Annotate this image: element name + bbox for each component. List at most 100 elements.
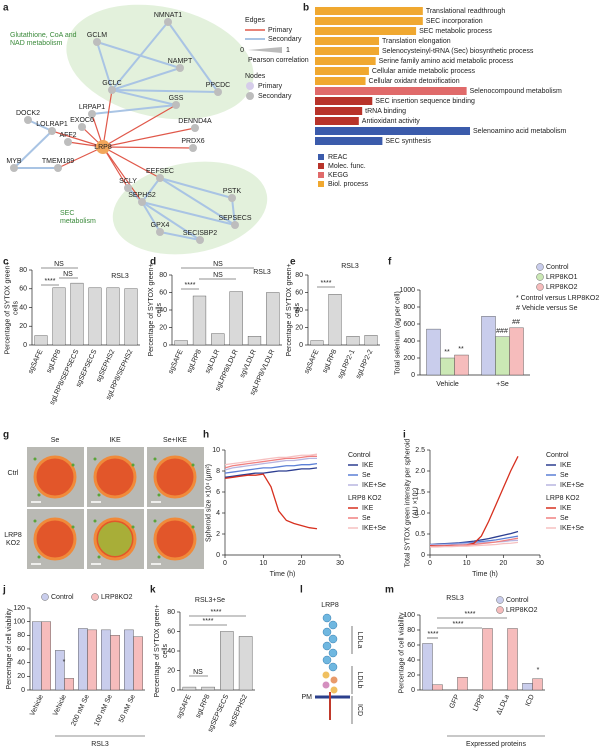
legend-label: LRP8KO2	[101, 594, 133, 601]
bar-label: SEC insertion sequence binding	[375, 98, 475, 105]
x-tick-label: Vehicle	[52, 694, 68, 718]
x-tick-label: sgLRP8	[186, 349, 203, 375]
node-label: PSTK	[223, 188, 242, 195]
series-line	[224, 453, 318, 466]
secondary-edge	[159, 177, 236, 226]
annotation: **	[458, 346, 464, 353]
legend-swatch	[536, 263, 544, 271]
legend-label: IKE	[560, 505, 572, 512]
legend-title: Edges	[245, 17, 265, 24]
column-label: IKE	[109, 437, 121, 444]
green-speck	[157, 493, 161, 497]
x-tick-label: 200 nM Se	[70, 694, 91, 728]
annotation: ****	[203, 618, 214, 625]
bar	[87, 629, 97, 691]
bar	[507, 628, 518, 691]
node-label: EXOC6	[70, 117, 94, 124]
bar	[315, 137, 383, 145]
bar	[364, 335, 378, 346]
x-tick-label: 10	[463, 560, 471, 567]
annotation: NS	[213, 261, 223, 268]
node	[228, 194, 236, 202]
legend-label: LRP8KO2	[506, 607, 538, 614]
node-label: NAMPT	[168, 58, 193, 65]
secondary-edge	[231, 197, 236, 226]
diagram-label: LDLa	[356, 632, 363, 649]
bar-label: Selenocysteinyl-tRNA (Sec) biosynthetic …	[382, 48, 534, 55]
green-speck	[71, 525, 75, 529]
y-tick-label: 40	[407, 657, 415, 664]
y-tick-label: 600	[403, 321, 415, 328]
bar	[247, 336, 262, 346]
node-label: EEFSEC	[146, 168, 174, 175]
green-speck	[157, 555, 161, 559]
x-axis-label: Time (h)	[270, 571, 296, 578]
y-tick-label: 1.0	[415, 510, 425, 517]
bar	[220, 631, 234, 691]
x-tick-label: sgLRP8	[195, 694, 212, 720]
legend-label: IKE	[362, 505, 374, 512]
bar	[457, 677, 468, 691]
annotation: ****	[185, 282, 196, 289]
bar	[124, 288, 138, 346]
legend-label: IKE+Se	[560, 482, 584, 489]
x-tick-label: 20	[298, 560, 306, 567]
spheroid	[33, 455, 77, 499]
y-tick-label: 2.5	[415, 447, 425, 454]
secondary-edge	[111, 89, 219, 93]
legend-label: Primary	[258, 83, 283, 90]
spheroid	[153, 517, 197, 561]
annotation: # Vehicle versus Se	[516, 305, 578, 312]
legend-swatch	[536, 283, 544, 291]
y-tick-label: 10	[212, 447, 220, 454]
secondary-edge	[159, 231, 201, 241]
legend-swatch	[318, 154, 324, 160]
legend-label: IKE	[362, 462, 374, 469]
annotation: LRP8 KO2	[546, 495, 580, 502]
legend-label: LRP8KO1	[546, 274, 578, 281]
y-tick-label: 1.5	[415, 489, 425, 496]
ldlb-domain	[330, 686, 338, 694]
x-tick-label: 100 nM Se	[93, 694, 114, 728]
node	[156, 228, 164, 236]
legend-label: IKE+Se	[362, 482, 386, 489]
node	[189, 144, 197, 152]
y-tick-label: 2	[216, 531, 220, 538]
primary-edge	[102, 146, 194, 149]
secondary-edge	[96, 41, 181, 69]
primary-edge	[102, 146, 161, 179]
panel-letter: d	[150, 257, 156, 268]
bar-label: Translational readthrough	[426, 8, 506, 15]
node-label: AFF2	[59, 132, 76, 139]
annotation: ****	[45, 278, 56, 285]
bar	[315, 127, 470, 135]
legend-label: Control	[506, 597, 529, 604]
bar	[426, 328, 441, 376]
ldla-domain	[328, 620, 338, 630]
bar	[110, 635, 120, 691]
y-tick-label: 20	[159, 324, 167, 331]
node-label: SCLY	[119, 178, 137, 185]
x-tick-label: 10	[259, 560, 267, 567]
x-tick-label: sgSAFE	[303, 348, 320, 375]
bar	[55, 650, 65, 691]
bar	[201, 686, 215, 691]
annotation: RSL3	[341, 263, 359, 270]
y-tick-label: 0	[411, 372, 415, 379]
bar	[495, 336, 510, 376]
y-tick-label: 60	[295, 289, 303, 296]
secondary-edge	[96, 41, 113, 91]
node-label: LRP8	[94, 144, 112, 151]
diagram-label: ICD	[356, 704, 363, 716]
x-tick-label: sgSAFE	[27, 348, 44, 375]
legend-label: IKE+Se	[362, 525, 386, 532]
y-tick-label: 40	[19, 304, 27, 311]
y-tick-label: 60	[17, 646, 25, 653]
legend-label: Pearson correlation	[248, 57, 309, 64]
y-tick-label: 80	[407, 627, 415, 634]
y-tick-label: 80	[17, 632, 25, 639]
node-label: DENND4A	[178, 118, 212, 125]
x-tick-label: Vehicle	[29, 694, 45, 718]
